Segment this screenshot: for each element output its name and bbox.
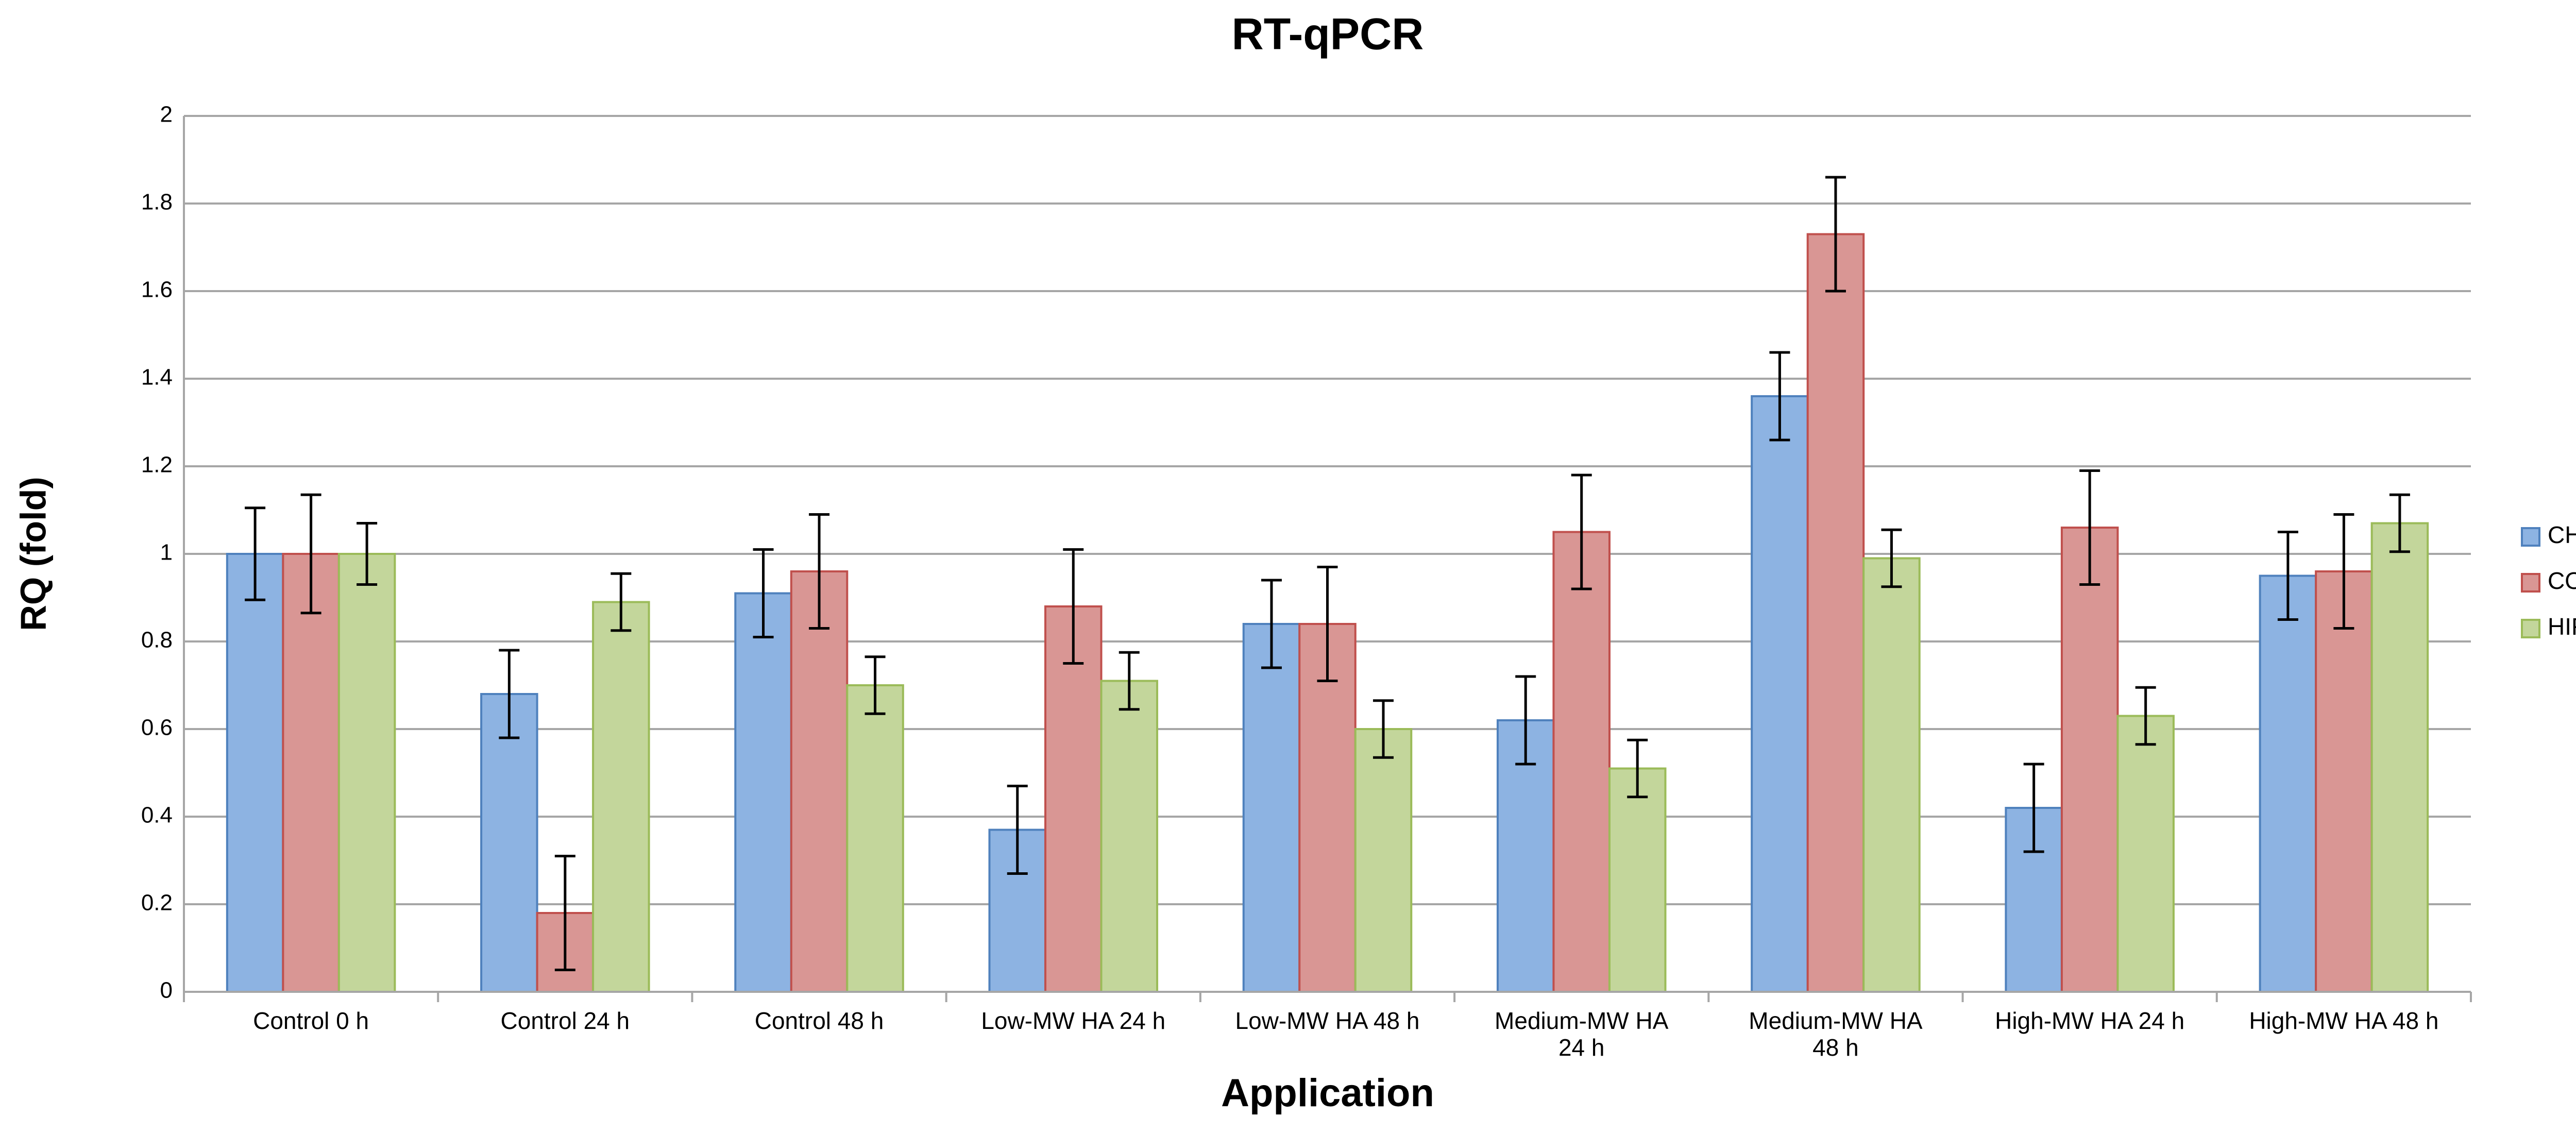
legend-swatch (2521, 573, 2540, 593)
legend-swatch (2521, 527, 2540, 547)
bar (790, 570, 849, 993)
bar (2116, 715, 2175, 993)
y-tick-label: 1.4 (141, 365, 173, 390)
error-bar (1063, 548, 1084, 665)
chart-title: RT-qPCR (1232, 10, 1424, 59)
error-bar (357, 522, 378, 586)
bar (2060, 527, 2119, 993)
bar (1751, 395, 1809, 993)
y-tick-label: 1.8 (141, 190, 173, 215)
x-tick-label: Control 0 h (253, 1007, 369, 1034)
error-bar (1571, 474, 1592, 590)
bar (337, 553, 396, 993)
error-bar (2333, 513, 2354, 630)
bar (1242, 623, 1301, 993)
error-bar (554, 855, 575, 971)
bar (2259, 574, 2317, 993)
error-bar (1007, 785, 1028, 875)
bar (1608, 767, 1667, 993)
legend-swatch (2521, 619, 2540, 638)
bar (1044, 605, 1103, 993)
bar (1100, 680, 1159, 993)
bar (226, 553, 284, 993)
x-tick-label: High-MW HA 24 h (1995, 1007, 2185, 1034)
error-bar (499, 649, 520, 739)
error-bar (2277, 531, 2298, 621)
bar (1862, 557, 1921, 993)
error-bar (300, 493, 321, 615)
error-bar (245, 506, 266, 601)
x-tick-label: Control 48 h (754, 1007, 884, 1034)
error-bar (1261, 579, 1282, 669)
y-tick-label: 0.4 (141, 803, 173, 828)
y-tick-label: 2 (160, 102, 173, 127)
error-bar (1515, 675, 1536, 766)
error-bar (2023, 763, 2044, 853)
bar (734, 592, 792, 993)
y-tick-label: 1 (160, 540, 173, 565)
legend-label: HIF-1α (2548, 613, 2576, 640)
error-bar (2389, 493, 2410, 553)
bar (592, 601, 650, 993)
legend-label: COL2A1 (2548, 567, 2576, 594)
error-bar (611, 572, 632, 632)
bar (2315, 570, 2373, 993)
error-bar (865, 655, 886, 715)
x-axis-label: Application (1221, 1071, 1434, 1115)
error-bar (753, 548, 774, 638)
error-bar (2079, 469, 2100, 586)
y-tick-label: 0.6 (141, 715, 173, 740)
error-bar (1769, 351, 1790, 442)
x-tick-label: Low-MW HA 48 h (1235, 1007, 1420, 1034)
bar (1552, 531, 1611, 993)
error-bar (809, 513, 830, 630)
error-bar (2135, 686, 2156, 746)
y-tick-label: 0.2 (141, 890, 173, 916)
y-tick-label: 1.6 (141, 277, 173, 302)
x-tick-label: Medium-MW HA 24 h (1495, 1007, 1669, 1061)
x-tick-label: Low-MW HA 24 h (981, 1007, 1166, 1034)
bar (1354, 728, 1413, 993)
legend-label: CHAD (2548, 521, 2576, 548)
x-tick-label: Control 24 h (500, 1007, 630, 1034)
y-axis-label: RQ (fold) (13, 477, 53, 631)
y-tick-label: 0 (160, 978, 173, 1003)
bar (480, 693, 538, 993)
bar (846, 684, 904, 993)
y-tick-label: 0.8 (141, 628, 173, 653)
bar (2370, 522, 2429, 993)
error-bar (1373, 699, 1394, 759)
error-bar (1627, 738, 1648, 799)
bar (1806, 233, 1865, 993)
error-bar (1118, 651, 1140, 711)
bar (282, 553, 340, 993)
error-bar (1317, 566, 1338, 682)
x-tick-label: High-MW HA 48 h (2249, 1007, 2439, 1034)
y-tick-label: 1.2 (141, 452, 173, 478)
x-tick-label: Medium-MW HA 48 h (1749, 1007, 1923, 1061)
error-bar (1881, 528, 1902, 588)
error-bar (1825, 176, 1846, 293)
